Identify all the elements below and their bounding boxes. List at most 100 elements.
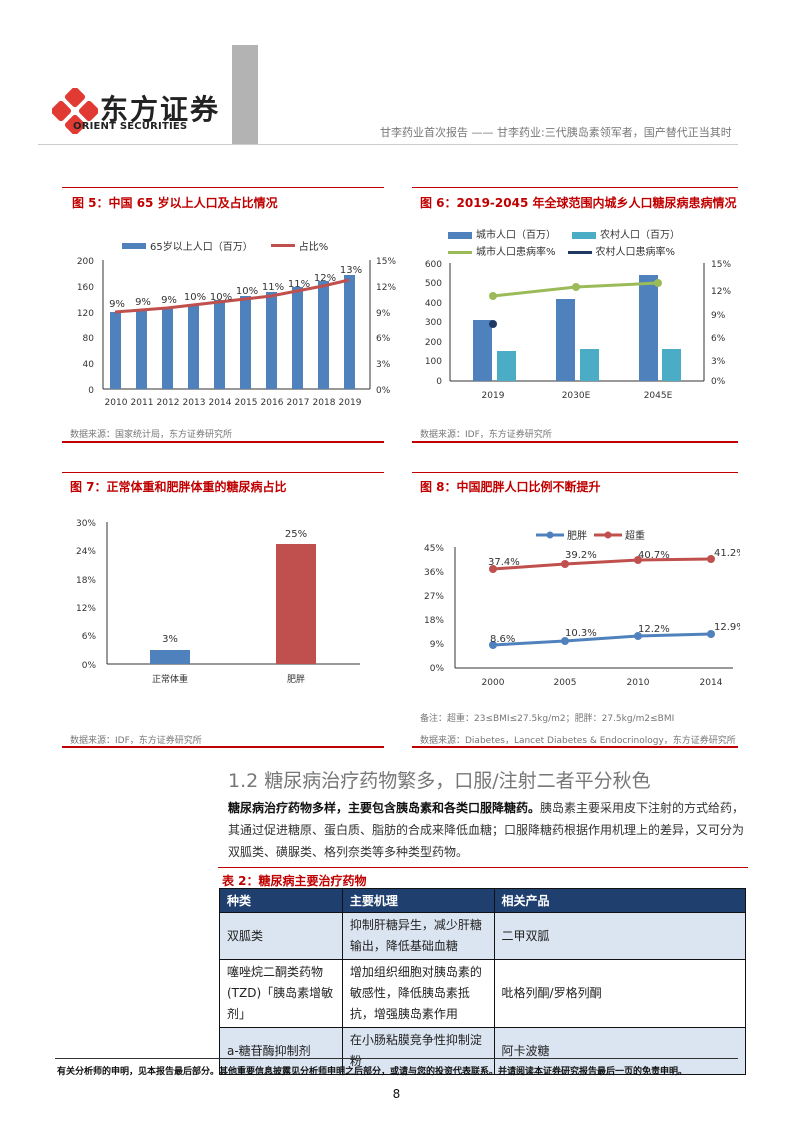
table-cell: a-糖苷酶抑制剂 <box>219 1027 343 1075</box>
svg-text:2017: 2017 <box>287 398 310 408</box>
svg-text:10%: 10% <box>236 286 258 297</box>
header-divider <box>38 144 738 145</box>
logo-icon <box>52 88 98 134</box>
fig7-chart: 30% 24% 18% 12% 6% 0% 3% 25% 正常体重 肥胖 <box>76 519 360 685</box>
drug-table: 种类 主要机理 相关产品 双胍类 抑制肝糖异生，减少肝糖输出，降低基础血糖 二甲… <box>219 888 747 1075</box>
svg-text:400: 400 <box>425 299 442 309</box>
table-header: 相关产品 <box>493 888 747 913</box>
fig7-bottom-rule <box>62 746 384 748</box>
svg-text:12.9%: 12.9% <box>714 622 740 633</box>
table-cell: 吡格列酮/罗格列酮 <box>493 959 747 1028</box>
fig6-title: 图 6：2019-2045 年全球范围内城乡人口糖尿病患病情况 <box>420 196 737 210</box>
svg-text:9%: 9% <box>376 309 391 319</box>
table-cell: 增加组织细胞对胰岛素的敏感性，降低胰岛素抵抗，增强胰岛素作用 <box>341 959 495 1028</box>
svg-text:10%: 10% <box>184 292 206 303</box>
svg-text:0%: 0% <box>430 664 445 674</box>
svg-text:0: 0 <box>88 386 94 396</box>
svg-text:2030E: 2030E <box>562 391 591 401</box>
fig5-bottom-rule <box>62 441 384 443</box>
table-header-row: 种类 主要机理 相关产品 <box>219 888 747 913</box>
svg-text:2005: 2005 <box>554 678 577 688</box>
svg-text:18%: 18% <box>76 576 96 586</box>
section-paragraph: 糖尿病治疗药物多样，主要包含胰岛素和各类口服降糖药。胰岛素主要采用皮下注射的方式… <box>228 797 748 863</box>
svg-text:0: 0 <box>436 377 442 387</box>
paragraph-lead: 糖尿病治疗药物多样，主要包含胰岛素和各类口服降糖药。 <box>228 801 541 815</box>
svg-text:39.2%: 39.2% <box>565 550 597 561</box>
svg-text:30%: 30% <box>76 519 96 529</box>
svg-text:3%: 3% <box>711 357 726 367</box>
legend-label: 占比% <box>298 242 329 253</box>
fig8-top-rule <box>412 472 738 473</box>
svg-text:9%: 9% <box>430 640 445 650</box>
svg-text:10%: 10% <box>210 292 232 303</box>
svg-text:13%: 13% <box>340 265 362 276</box>
table-cell: 在小肠粘膜竞争性抑制淀粉 <box>341 1027 495 1075</box>
fig8-chart: 45% 36% 27% 18% 9% 0% 37.4% 39.2% 40.7% 41.2% 8… <box>424 544 740 688</box>
page-number: 8 <box>392 1087 401 1101</box>
table-top-rule <box>218 867 748 868</box>
logo-name-cn: 东方证券 <box>100 93 221 126</box>
fig6-bottom-rule <box>412 441 738 443</box>
svg-text:2014: 2014 <box>700 678 723 688</box>
table-row: a-糖苷酶抑制剂 在小肠粘膜竞争性抑制淀粉 阿卡波糖 <box>219 1027 747 1075</box>
svg-text:9%: 9% <box>711 311 726 321</box>
svg-text:500: 500 <box>425 279 442 289</box>
svg-text:25%: 25% <box>285 529 307 540</box>
fig5-title: 图 5：中国 65 岁以上人口及占比情况 <box>72 196 278 210</box>
fig5-chart: 200 160 120 80 40 0 15% 12% 9% 6% 3% 0% 9% 9% 9% 1… <box>77 257 397 408</box>
svg-text:2010: 2010 <box>105 398 128 408</box>
svg-text:9%: 9% <box>109 299 125 310</box>
fig8-note: 备注：超重：23≤BMI≤27.5kg/m2；肥胖：27.5kg/m2≤BMI <box>420 714 675 724</box>
table-title: 表 2：糖尿病主要治疗药物 <box>222 874 367 888</box>
paragraph-body: 胰岛素主要采用皮下注射的方式给药，其通过促进糖原、蛋白质、脂肪的合成来降低血糖；… <box>228 801 745 859</box>
svg-text:2010: 2010 <box>627 678 650 688</box>
svg-text:2015: 2015 <box>235 398 258 408</box>
svg-text:100: 100 <box>425 357 442 367</box>
svg-text:11%: 11% <box>262 282 284 293</box>
fig8-legend: 肥胖 超重 <box>536 527 645 542</box>
svg-text:正常体重: 正常体重 <box>152 673 188 685</box>
svg-text:40: 40 <box>83 360 95 370</box>
svg-text:12.2%: 12.2% <box>638 624 670 635</box>
svg-text:2019: 2019 <box>339 398 362 408</box>
svg-text:2013: 2013 <box>183 398 206 408</box>
table-row: 噻唑烷二酮类药物(TZD)「胰岛素增敏剂」 增加组织细胞对胰岛素的敏感性，降低胰… <box>219 959 747 1028</box>
svg-text:9%: 9% <box>161 295 177 306</box>
table-row: 双胍类 抑制肝糖异生，减少肝糖输出，降低基础血糖 二甲双胍 <box>219 912 747 960</box>
svg-text:2000: 2000 <box>482 678 505 688</box>
table-cell: 二甲双胍 <box>493 912 747 960</box>
svg-text:600: 600 <box>425 260 442 270</box>
fig7-top-rule <box>62 472 384 473</box>
svg-text:15%: 15% <box>376 257 396 267</box>
fig6-top-rule <box>412 187 738 188</box>
table-header: 种类 <box>219 888 343 913</box>
header-gray-bar <box>232 45 258 145</box>
svg-text:2018: 2018 <box>313 398 336 408</box>
svg-text:12%: 12% <box>376 283 396 293</box>
svg-text:200: 200 <box>77 257 94 267</box>
svg-text:18%: 18% <box>424 616 444 626</box>
fig6-source: 数据来源：IDF，东方证券研究所 <box>420 430 552 440</box>
logo-name-en: ORIENT SECURITIES <box>73 121 188 132</box>
table-cell: 双胍类 <box>219 912 343 960</box>
svg-text:120: 120 <box>77 309 94 319</box>
svg-text:27%: 27% <box>424 592 444 602</box>
fig5-source: 数据来源：国家统计局，东方证券研究所 <box>70 430 233 440</box>
svg-text:2016: 2016 <box>261 398 284 408</box>
svg-text:41.2%: 41.2% <box>714 548 740 559</box>
table-header: 主要机理 <box>341 888 495 913</box>
svg-text:40.7%: 40.7% <box>638 550 670 561</box>
svg-text:0%: 0% <box>376 386 391 396</box>
svg-text:0%: 0% <box>82 661 97 671</box>
svg-text:12%: 12% <box>711 287 731 297</box>
svg-text:2012: 2012 <box>157 398 180 408</box>
svg-text:2014: 2014 <box>209 398 232 408</box>
svg-text:8.6%: 8.6% <box>490 634 515 645</box>
svg-text:0%: 0% <box>711 377 726 387</box>
table-cell: 阿卡波糖 <box>493 1027 747 1075</box>
svg-text:80: 80 <box>83 334 95 344</box>
section-heading: 1.2 糖尿病治疗药物繁多，口服/注射二者平分秋色 <box>228 770 651 792</box>
svg-text:2011: 2011 <box>131 398 154 408</box>
svg-text:12%: 12% <box>314 273 336 284</box>
svg-text:24%: 24% <box>76 547 96 557</box>
